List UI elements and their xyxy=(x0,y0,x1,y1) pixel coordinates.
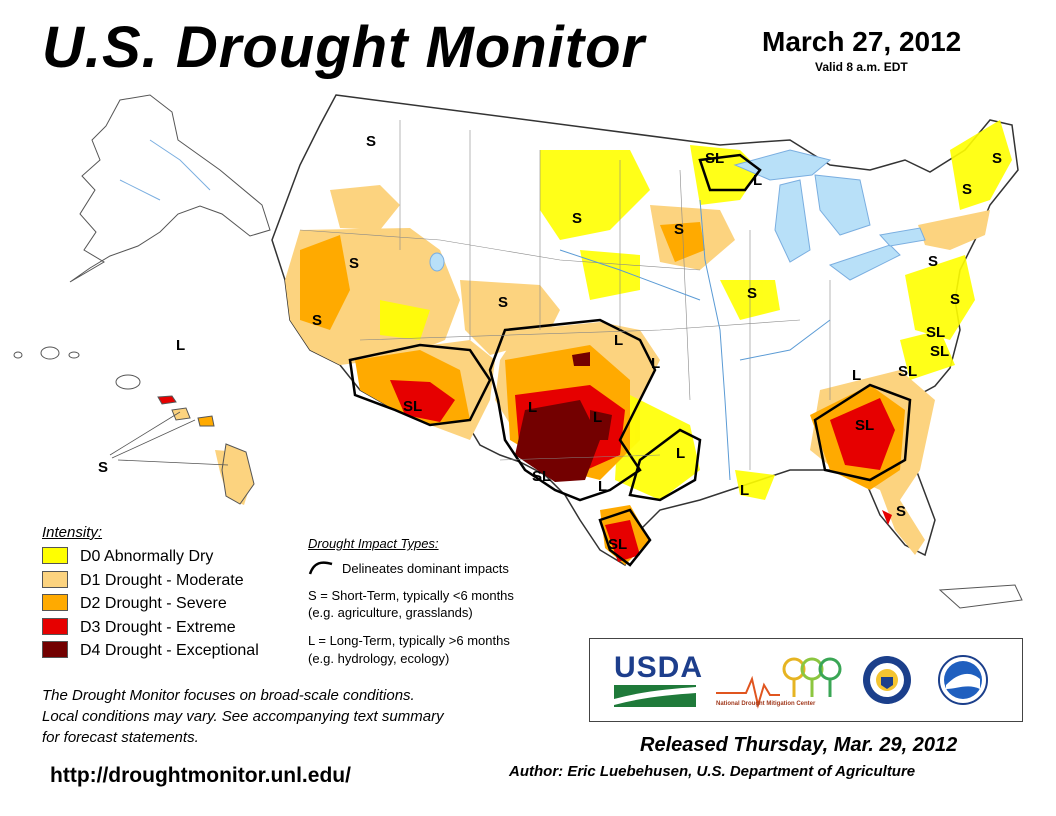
label-s: S xyxy=(312,312,322,329)
alaska-rivers xyxy=(119,139,211,201)
legend-item: D4 Drought - Exceptional xyxy=(42,640,259,662)
label-sl: SL xyxy=(926,324,945,341)
impact-short-term: S = Short-Term, typically <6 months xyxy=(308,588,514,603)
legend-item: D3 Drought - Extreme xyxy=(42,617,236,639)
label-s: S xyxy=(498,294,508,311)
label-s: S xyxy=(950,291,960,308)
hawaii-pointer-lines xyxy=(109,411,229,466)
impact-boundaries xyxy=(348,153,912,567)
label-l: L xyxy=(593,409,602,426)
website-link[interactable]: http://droughtmonitor.unl.edu/ xyxy=(50,764,351,787)
footnote-line: Local conditions may vary. See accompany… xyxy=(42,708,444,725)
map-date: March 27, 2012 xyxy=(762,26,962,57)
label-s: S xyxy=(349,255,359,272)
alaska-landmass xyxy=(69,94,271,283)
label-l: L xyxy=(176,337,185,354)
release-date: Released Thursday, Mar. 29, 2012 xyxy=(640,734,958,756)
impact-delineates: Delineates dominant impacts xyxy=(342,561,509,576)
label-l: L xyxy=(852,367,861,384)
label-s: S xyxy=(962,181,972,198)
impact-labels: S S S S S S S S S S S S S L L L L L L L … xyxy=(98,133,1002,553)
author: Author: Eric Luebehusen, U.S. Department… xyxy=(509,763,916,780)
commerce-seal-icon xyxy=(863,656,911,704)
footnote-line: for forecast statements. xyxy=(42,729,199,746)
label-sl: SL xyxy=(930,343,949,360)
label-s: S xyxy=(992,150,1002,167)
legend-item: D1 Drought - Moderate xyxy=(42,570,244,592)
legend-label: D4 Drought - Exceptional xyxy=(80,642,259,659)
legend-item: D2 Drought - Severe xyxy=(42,593,227,615)
label-l: L xyxy=(740,482,749,499)
state-boundaries xyxy=(299,120,831,470)
legend-swatch xyxy=(42,546,68,564)
label-l: L xyxy=(528,399,537,416)
impact-heading: Drought Impact Types: xyxy=(308,536,439,551)
legend-swatch xyxy=(42,617,68,635)
puerto-rico xyxy=(938,584,1023,609)
legend-label: D2 Drought - Severe xyxy=(80,595,227,612)
label-l: L xyxy=(753,172,762,189)
legend-swatch xyxy=(42,640,68,658)
label-s: S xyxy=(896,503,906,520)
label-s: S xyxy=(747,285,757,302)
valid-time: Valid 8 a.m. EDT xyxy=(815,60,908,74)
rivers xyxy=(559,199,831,481)
aleutian-islands xyxy=(13,346,141,390)
label-sl: SL xyxy=(705,150,724,167)
map-title: U.S. Drought Monitor xyxy=(42,15,646,80)
drought-d4-areas xyxy=(515,352,612,482)
ndmc-logo-label: National Drought Mitigation Center xyxy=(716,701,816,707)
usda-logo-text: USDA xyxy=(614,651,704,684)
label-s: S xyxy=(928,253,938,270)
impact-long-term-example: (e.g. hydrology, ecology) xyxy=(308,651,450,666)
impact-long-term: L = Long-Term, typically >6 months xyxy=(308,633,510,648)
label-l: L xyxy=(651,355,660,372)
label-s: S xyxy=(98,459,108,476)
label-l: L xyxy=(598,478,607,495)
label-s: S xyxy=(572,210,582,227)
legend-label: D1 Drought - Moderate xyxy=(80,572,244,589)
legend-label: D3 Drought - Extreme xyxy=(80,619,236,636)
legend-item: D0 Abnormally Dry xyxy=(42,546,214,568)
label-sl: SL xyxy=(532,468,551,485)
label-s: S xyxy=(366,133,376,150)
boundary-line-icon xyxy=(308,561,333,575)
great-lakes xyxy=(733,149,926,281)
legend-heading: Intensity: xyxy=(42,524,103,541)
logo-box: USDA National Drought Mitigation Center xyxy=(589,638,1023,722)
footnote: The Drought Monitor focuses on broad-sca… xyxy=(42,685,444,748)
label-sl: SL xyxy=(855,417,874,434)
label-sl: SL xyxy=(898,363,917,380)
label-s: S xyxy=(674,221,684,238)
hawaii-islands xyxy=(157,395,255,505)
label-sl: SL xyxy=(608,536,627,553)
label-l: L xyxy=(614,332,623,349)
footnote-line: The Drought Monitor focuses on broad-sca… xyxy=(42,687,415,704)
great-salt-lake xyxy=(429,252,445,272)
legend-swatch xyxy=(42,570,68,588)
usda-logo-icon xyxy=(614,685,696,707)
ndmc-logo-icon xyxy=(716,657,842,709)
label-l: L xyxy=(676,445,685,462)
legend-swatch xyxy=(42,593,68,611)
legend-label: D0 Abnormally Dry xyxy=(80,548,214,565)
label-sl: SL xyxy=(403,398,422,415)
impact-short-term-example: (e.g. agriculture, grasslands) xyxy=(308,605,473,620)
noaa-logo-icon xyxy=(938,655,988,705)
